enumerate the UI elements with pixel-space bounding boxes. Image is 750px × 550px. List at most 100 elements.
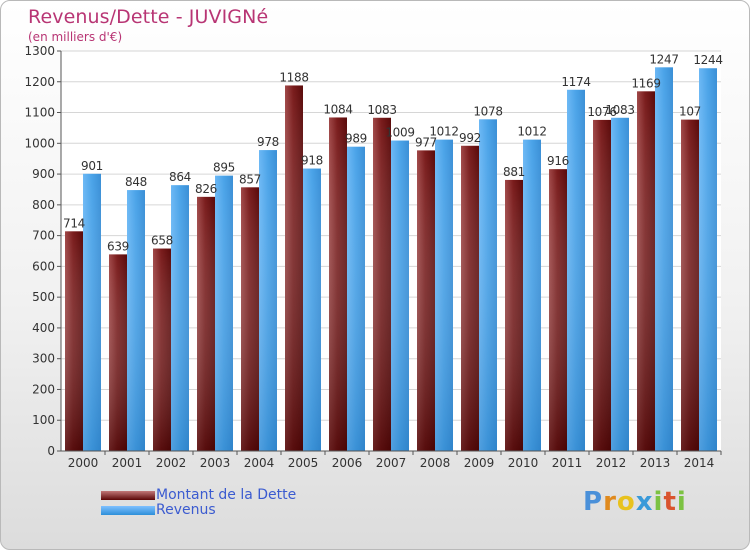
y-tick-label: 1200 <box>24 75 55 89</box>
data-label-debt: 1084 <box>323 102 352 116</box>
x-tick-label: 2004 <box>244 456 275 470</box>
data-label-debt: 107 <box>679 105 701 119</box>
bar-debt-shade <box>417 150 435 451</box>
bar-debt-shade <box>197 196 215 451</box>
data-label-revenue: 1083 <box>605 103 634 117</box>
data-label-debt: 639 <box>107 239 129 253</box>
legend-label-revenue: Revenus <box>156 502 216 518</box>
bar-revenue-shade <box>655 67 673 452</box>
chart-subtitle: (en milliers d'€) <box>28 30 123 44</box>
bar-revenue-shade <box>215 175 233 451</box>
data-label-revenue: 1012 <box>429 125 458 139</box>
legend-swatch-revenue <box>101 506 155 515</box>
data-label-revenue: 918 <box>301 154 323 168</box>
data-label-debt: 881 <box>503 165 525 179</box>
logo-letter: P <box>583 487 604 517</box>
data-label-debt: 857 <box>239 172 261 186</box>
data-label-revenue: 864 <box>169 170 191 184</box>
bar-debt-shade <box>637 91 655 452</box>
y-tick-label: 700 <box>32 229 55 243</box>
data-label-debt: 1188 <box>279 70 308 84</box>
y-tick-label: 1300 <box>24 44 55 58</box>
data-label-revenue: 1174 <box>561 75 590 89</box>
data-label-debt: 916 <box>547 154 569 168</box>
y-tick-label: 100 <box>32 413 55 427</box>
y-tick-label: 600 <box>32 259 55 273</box>
bar-revenue-shade <box>567 89 585 452</box>
data-label-debt: 714 <box>63 216 85 230</box>
x-tick-label: 2001 <box>112 456 143 470</box>
data-label-debt: 1076 <box>587 105 616 119</box>
bar-debt-shade <box>681 119 699 451</box>
x-tick-label: 2007 <box>376 456 407 470</box>
bar-revenue-shade <box>171 185 189 451</box>
bar-revenue-shade <box>699 68 717 451</box>
x-tick-label: 2002 <box>156 456 187 470</box>
y-tick-label: 500 <box>32 290 55 304</box>
y-tick-label: 0 <box>47 444 55 458</box>
data-label-revenue: 1247 <box>649 52 678 66</box>
bar-debt-shade <box>461 145 479 451</box>
data-label-debt: 826 <box>195 182 217 196</box>
x-tick-label: 2006 <box>332 456 363 470</box>
bar-revenue-shade <box>347 146 365 451</box>
y-tick-label: 1100 <box>24 106 55 120</box>
y-tick-label: 900 <box>32 167 55 181</box>
data-label-revenue: 1009 <box>385 126 414 140</box>
bar-debt-shade <box>505 179 523 451</box>
bar-debt-shade <box>153 248 171 451</box>
y-tick-label: 800 <box>32 198 55 212</box>
bar-debt-shade <box>329 117 347 451</box>
bar-revenue-shade <box>259 150 277 452</box>
x-tick-label: 2003 <box>200 456 231 470</box>
data-label-revenue: 1078 <box>473 104 502 118</box>
data-label-debt: 1083 <box>367 103 396 117</box>
legend-swatch-debt <box>101 491 155 500</box>
x-tick-label: 2010 <box>508 456 539 470</box>
logo-letter: o <box>616 487 636 517</box>
bar-debt-shade <box>109 254 127 451</box>
legend-label-debt: Montant de la Dette <box>156 487 297 503</box>
chart-title: Revenus/Dette - JUVIGNé <box>28 6 269 28</box>
x-tick-label: 2000 <box>68 456 99 470</box>
x-tick-label: 2011 <box>552 456 583 470</box>
bar-debt-shade <box>593 119 611 451</box>
logo-letter: i <box>676 487 687 517</box>
data-label-debt: 992 <box>459 131 481 145</box>
proxiti-logo: Proxiti <box>583 487 687 517</box>
data-label-revenue: 895 <box>213 161 235 175</box>
bar-debt-shade <box>373 117 391 452</box>
bar-revenue-shade <box>391 140 409 452</box>
logo-letter: t <box>663 487 677 517</box>
bar-revenue-shade <box>435 139 453 451</box>
bar-revenue-shade <box>83 173 101 451</box>
bar-debt-shade <box>65 231 83 451</box>
x-tick-label: 2013 <box>640 456 671 470</box>
logo-letter: r <box>603 487 617 517</box>
bar-revenue-shade <box>479 119 497 452</box>
bar-revenue-shade <box>127 190 145 452</box>
data-label-revenue: 901 <box>81 159 103 173</box>
y-tick-label: 1000 <box>24 136 55 150</box>
x-tick-label: 2009 <box>464 456 495 470</box>
data-label-debt: 658 <box>151 234 173 248</box>
bar-debt-shade <box>241 187 259 452</box>
data-label-revenue: 978 <box>257 135 279 149</box>
bar-debt-shade <box>549 169 567 451</box>
y-tick-label: 400 <box>32 321 55 335</box>
logo-letter: i <box>653 487 664 517</box>
y-tick-label: 300 <box>32 352 55 366</box>
bar-revenue-shade <box>303 168 321 452</box>
data-label-revenue: 1244 <box>693 53 722 67</box>
data-label-debt: 977 <box>415 135 437 149</box>
data-label-revenue: 1012 <box>517 125 546 139</box>
x-tick-label: 2008 <box>420 456 451 470</box>
y-tick-label: 200 <box>32 382 55 396</box>
x-tick-label: 2012 <box>596 456 627 470</box>
x-tick-label: 2005 <box>288 456 319 470</box>
bar-revenue-shade <box>611 117 629 452</box>
data-label-revenue: 989 <box>345 132 367 146</box>
bar-revenue-shade <box>523 139 541 451</box>
